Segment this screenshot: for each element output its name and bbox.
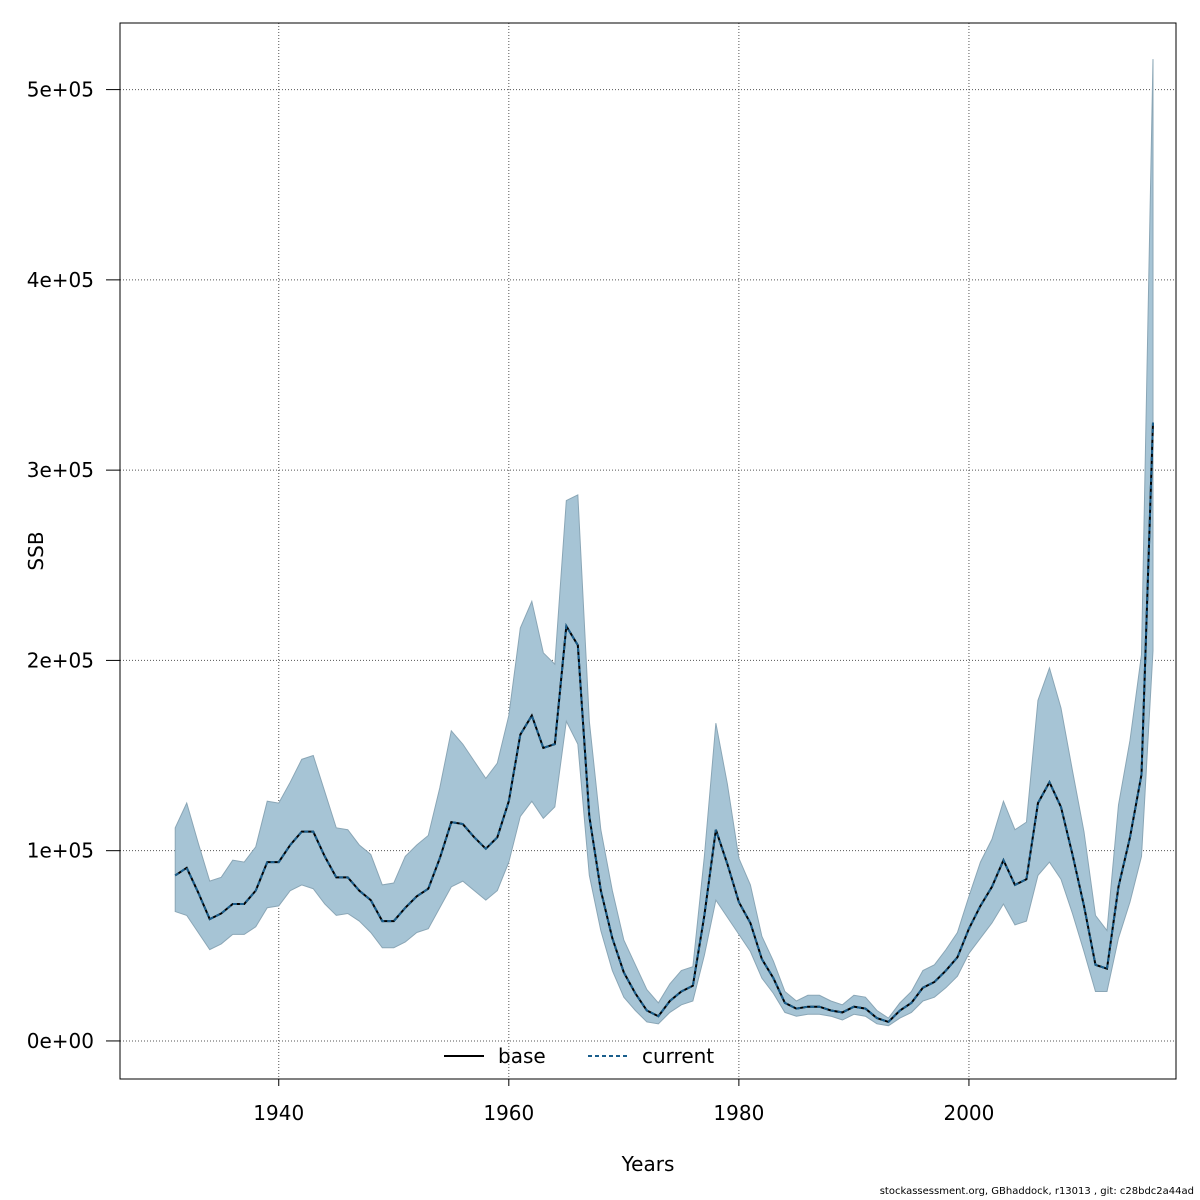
- series-line-base: [174, 422, 1154, 1024]
- x-tick-label: 1980: [713, 1101, 764, 1125]
- ssb-confidence-band: [174, 59, 1154, 1027]
- x-axis: 1940 1960 1980 2000: [253, 1079, 994, 1125]
- y-tick-label: 3e+05: [27, 458, 94, 482]
- series-line-current: [174, 422, 1154, 1024]
- y-tick-label: 0e+00: [27, 1029, 94, 1053]
- y-tick-label: 1e+05: [27, 839, 94, 863]
- footer-caption: stockassessment.org, GBhaddock, r13013 ,…: [879, 1186, 1194, 1197]
- plot-frame: [119, 22, 1177, 1080]
- confidence-band: [174, 59, 1154, 1027]
- x-tick-label: 1960: [483, 1101, 534, 1125]
- legend-label-current: current: [642, 1044, 714, 1068]
- y-axis-title: SSB: [24, 531, 48, 570]
- y-tick-label: 5e+05: [27, 78, 94, 102]
- x-axis-title: Years: [621, 1152, 675, 1176]
- x-tick-label: 1940: [253, 1101, 304, 1125]
- legend-label-base: base: [498, 1044, 546, 1068]
- x-tick-label: 2000: [943, 1101, 994, 1125]
- series-lines: [174, 422, 1154, 1024]
- y-tick-label: 2e+05: [27, 648, 94, 672]
- y-tick-label: 4e+05: [27, 268, 94, 292]
- legend: base current: [444, 1044, 714, 1068]
- y-axis: 0e+00 1e+05 2e+05 3e+05 4e+05 5e+05: [27, 78, 120, 1053]
